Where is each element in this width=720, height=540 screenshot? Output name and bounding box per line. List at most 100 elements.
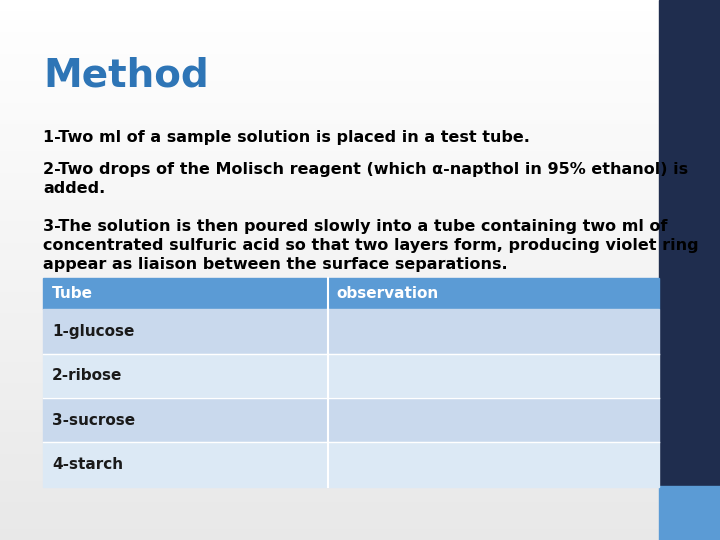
Bar	[0, 286, 659, 292]
Bar	[0, 454, 659, 459]
Bar	[0, 54, 659, 59]
Bar	[0, 221, 659, 227]
Bar	[0, 59, 659, 65]
Text: 1-Two ml of a sample solution is placed in a test tube.: 1-Two ml of a sample solution is placed …	[43, 130, 530, 145]
Bar	[43, 278, 659, 309]
Bar	[0, 340, 659, 346]
Bar	[0, 535, 659, 540]
Text: 1-glucose: 1-glucose	[52, 324, 134, 339]
Bar	[0, 140, 659, 146]
Bar	[0, 319, 659, 324]
Bar	[0, 38, 659, 43]
Bar	[0, 194, 659, 200]
Bar	[0, 346, 659, 351]
Bar	[659, 486, 720, 540]
Bar	[0, 383, 659, 389]
Bar	[0, 502, 659, 508]
Bar	[0, 367, 659, 373]
Bar	[0, 324, 659, 329]
Bar	[0, 146, 659, 151]
Text: Method: Method	[43, 57, 209, 94]
Text: 2-Two drops of the Molisch reagent (which α-napthol in 95% ethanol) is
added.: 2-Two drops of the Molisch reagent (whic…	[43, 162, 688, 196]
Bar	[0, 184, 659, 189]
Bar	[0, 248, 659, 254]
Bar	[0, 259, 659, 265]
Bar	[0, 130, 659, 135]
Bar	[0, 432, 659, 437]
Bar	[0, 481, 659, 486]
Bar	[0, 157, 659, 162]
Bar	[0, 427, 659, 432]
Bar	[0, 27, 659, 32]
Bar	[0, 43, 659, 49]
Bar	[0, 400, 659, 405]
Bar	[0, 86, 659, 92]
Bar	[0, 16, 659, 22]
Bar	[0, 292, 659, 297]
Bar	[0, 437, 659, 443]
Bar	[0, 351, 659, 356]
Bar	[0, 92, 659, 97]
Text: 4-starch: 4-starch	[52, 457, 123, 472]
Bar	[0, 81, 659, 86]
Bar	[0, 173, 659, 178]
Bar	[0, 443, 659, 448]
Bar	[0, 313, 659, 319]
Bar	[0, 162, 659, 167]
Bar	[0, 97, 659, 103]
Bar	[0, 205, 659, 211]
Bar	[0, 275, 659, 281]
Bar	[0, 508, 659, 513]
Bar	[0, 297, 659, 302]
Bar	[0, 335, 659, 340]
Text: observation: observation	[336, 286, 438, 301]
Bar	[0, 70, 659, 76]
Bar	[0, 254, 659, 259]
Bar	[0, 243, 659, 248]
Bar	[0, 475, 659, 481]
Bar	[0, 22, 659, 27]
Bar	[43, 354, 659, 398]
Bar	[0, 76, 659, 81]
Bar	[0, 405, 659, 410]
Bar	[0, 529, 659, 535]
Bar	[0, 362, 659, 367]
Bar	[659, 0, 720, 486]
Bar	[0, 178, 659, 184]
Bar	[0, 416, 659, 421]
Bar	[0, 151, 659, 157]
Bar	[0, 329, 659, 335]
Bar	[0, 410, 659, 416]
Bar	[0, 113, 659, 119]
Bar	[0, 302, 659, 308]
Bar	[0, 167, 659, 173]
Bar	[0, 119, 659, 124]
Bar	[0, 200, 659, 205]
Bar	[0, 124, 659, 130]
Bar	[0, 135, 659, 140]
Bar	[43, 442, 659, 487]
Bar	[0, 227, 659, 232]
Bar	[0, 216, 659, 221]
Bar	[0, 308, 659, 313]
Text: 3-The solution is then poured slowly into a tube containing two ml of
concentrat: 3-The solution is then poured slowly int…	[43, 219, 699, 272]
Bar	[0, 373, 659, 378]
Bar	[0, 11, 659, 16]
Text: 3-sucrose: 3-sucrose	[52, 413, 135, 428]
Bar	[0, 394, 659, 400]
Bar	[0, 270, 659, 275]
Bar	[0, 497, 659, 502]
Bar	[0, 108, 659, 113]
Bar	[0, 459, 659, 464]
Bar	[0, 513, 659, 518]
Bar	[0, 65, 659, 70]
Bar	[0, 464, 659, 470]
Bar	[0, 389, 659, 394]
Text: 2-ribose: 2-ribose	[52, 368, 122, 383]
Bar	[0, 524, 659, 529]
Bar	[43, 309, 659, 354]
Bar	[0, 238, 659, 243]
Bar	[0, 232, 659, 238]
Bar	[0, 211, 659, 216]
Bar	[0, 491, 659, 497]
